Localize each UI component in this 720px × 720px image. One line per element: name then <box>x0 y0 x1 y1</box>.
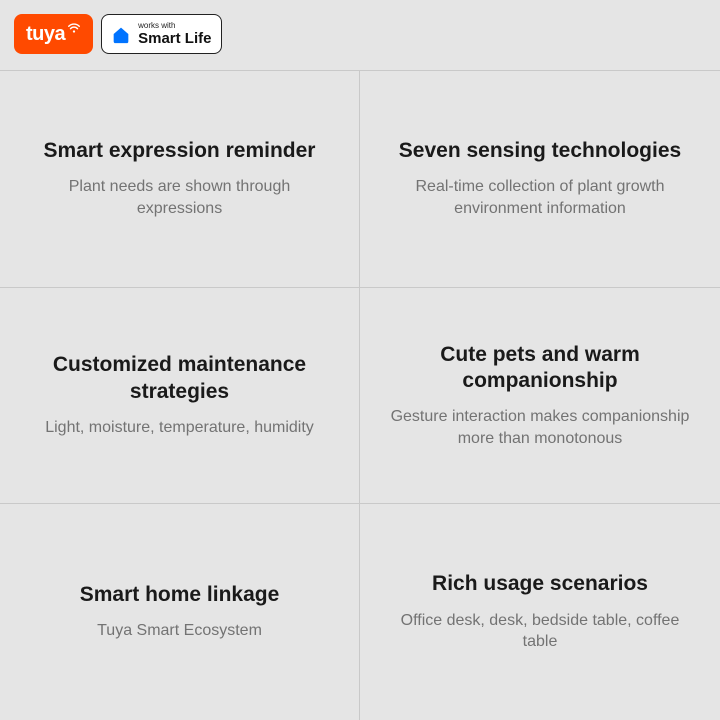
works-with-label: works with <box>138 22 211 30</box>
feature-cell: Smart expression reminder Plant needs ar… <box>0 70 360 287</box>
features-grid: Smart expression reminder Plant needs ar… <box>0 70 720 720</box>
feature-cell: Customized maintenance strategies Light,… <box>0 287 360 504</box>
feature-title: Smart expression reminder <box>44 138 316 164</box>
feature-desc: Plant needs are shown through expression… <box>30 176 330 219</box>
feature-title: Customized maintenance strategies <box>26 352 333 405</box>
wifi-icon <box>67 21 81 35</box>
tuya-logo-text: tuya <box>26 23 65 46</box>
feature-desc: Office desk, desk, bedside table, coffee… <box>390 610 690 653</box>
smartlife-name: Smart Life <box>138 31 211 46</box>
feature-title: Smart home linkage <box>80 582 280 608</box>
feature-desc: Tuya Smart Ecosystem <box>97 620 262 642</box>
feature-desc: Real-time collection of plant growth env… <box>390 176 690 219</box>
feature-title: Cute pets and warm companionship <box>386 342 694 395</box>
smartlife-logo: works with Smart Life <box>101 14 222 54</box>
feature-cell: Smart home linkage Tuya Smart Ecosystem <box>0 503 360 720</box>
feature-cell: Seven sensing technologies Real-time col… <box>360 70 720 287</box>
house-icon <box>110 23 132 45</box>
feature-cell: Cute pets and warm companionship Gesture… <box>360 287 720 504</box>
feature-desc: Light, moisture, temperature, humidity <box>45 417 314 439</box>
feature-title: Seven sensing technologies <box>399 138 681 164</box>
tuya-logo: tuya <box>14 14 93 54</box>
feature-cell: Rich usage scenarios Office desk, desk, … <box>360 503 720 720</box>
smartlife-text: works with Smart Life <box>138 22 211 46</box>
feature-title: Rich usage scenarios <box>432 571 648 597</box>
feature-desc: Gesture interaction makes companionship … <box>390 406 690 449</box>
logo-row: tuya works with Smart Life <box>14 14 222 54</box>
